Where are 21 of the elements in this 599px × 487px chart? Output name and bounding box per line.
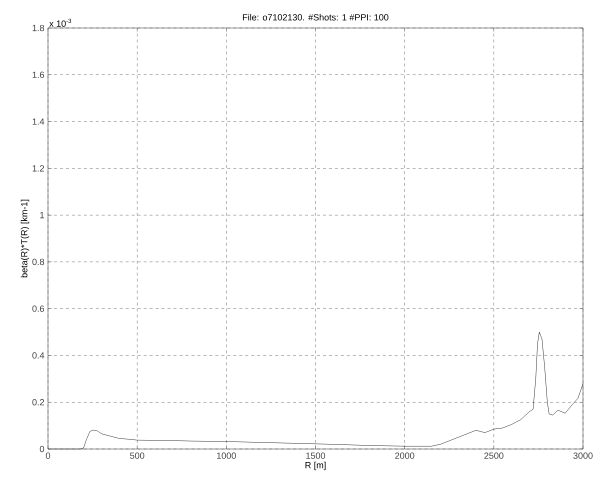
- y-tick-label: 1.4: [32, 118, 44, 125]
- y-tick-label: 0.8: [32, 258, 44, 266]
- y-tick-label: 1.2: [32, 165, 44, 172]
- x-tick-label: 1000: [217, 452, 236, 459]
- y-tick-label: 0: [40, 446, 44, 452]
- y-tick-label: 0.4: [32, 352, 44, 359]
- x-tick-label: 3000: [573, 452, 593, 459]
- y-tick-label: 1.6: [32, 72, 44, 78]
- x-tick-label: 2500: [484, 452, 504, 459]
- x-tick-label: 0: [46, 452, 50, 459]
- x-axis-title: R [m]: [306, 462, 326, 470]
- x-tick-label: 2000: [395, 452, 414, 459]
- text: x 10$^{-3}$: [49, 18, 72, 27]
- y-tick-label: 1.8: [32, 24, 44, 32]
- chart-title: File: o7102130. #Shots: 1 #PPI: 100: [242, 14, 388, 20]
- x-tick-label: 1500: [306, 452, 326, 459]
- y-axis-title: beta(R)*T(R) [km-1]: [20, 200, 30, 278]
- x-tick-label: 500: [130, 452, 144, 459]
- y-tick-label: 0.2: [32, 399, 44, 406]
- y-tick-label: 1: [40, 212, 44, 218]
- y-tick-label: 0.6: [32, 305, 44, 312]
